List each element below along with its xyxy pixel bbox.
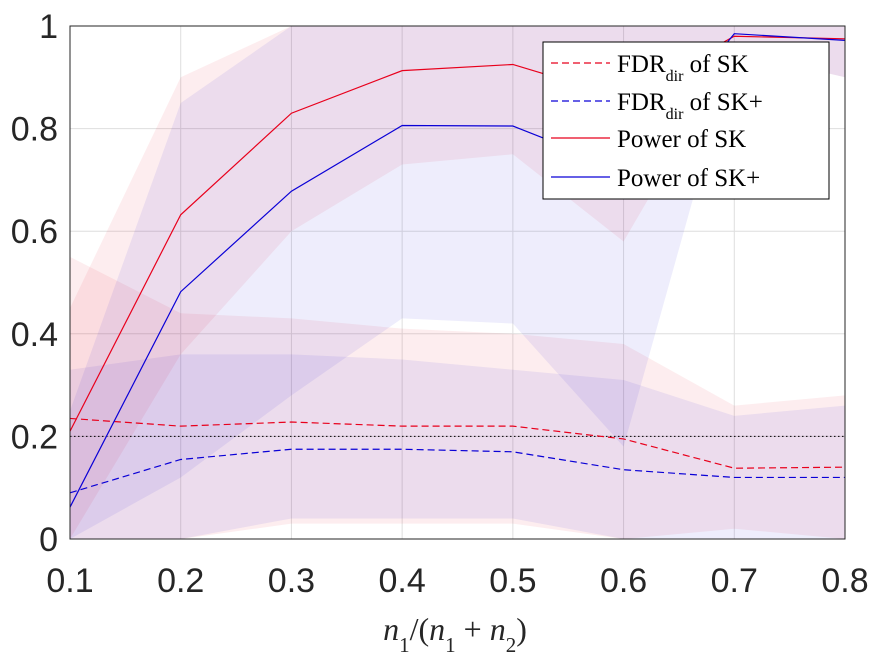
x-tick-label-2: 0.3 [268, 562, 315, 600]
legend-label-2-main: Power of SK [617, 126, 746, 153]
legend-label-0-suffix: of SK [683, 51, 748, 78]
x-tick-label-5: 0.6 [600, 562, 647, 600]
y-tick-label-0: 0 [39, 521, 58, 559]
plot-area-frame [69, 25, 846, 540]
y-tick-label-5: 1 [39, 8, 58, 46]
legend-label-1-main: FDR [617, 89, 666, 116]
legend-label-0: FDRdir of SK [617, 51, 749, 85]
x-tick-label-6: 0.7 [711, 562, 758, 600]
band-series-0 [70, 256, 845, 539]
y-tick-label-2: 0.4 [11, 316, 58, 354]
x-tick-label-4: 0.5 [489, 562, 536, 600]
x-axis-label-part-0: n [383, 611, 399, 647]
y-tick-label-3: 0.6 [11, 213, 58, 251]
legend-label-1: FDRdir of SK+ [617, 89, 763, 123]
legend-label-1-suffix: of SK+ [683, 89, 762, 116]
x-axis-label-part-2: /( [410, 611, 430, 647]
y-tick-label-1: 0.2 [11, 418, 58, 456]
x-tick-label-7: 0.8 [821, 562, 868, 600]
x-axis-label-part-4: 1 [445, 633, 456, 656]
tick-labels: 0.1 0.2 0.3 0.4 0.5 0.6 0.7 0.8 0 0.2 0.4 0.6 0.8 1 [11, 8, 869, 600]
x-tick-label-3: 0.4 [379, 562, 426, 600]
legend-box [542, 41, 830, 200]
y-tick-label-4: 0.8 [11, 111, 58, 149]
x-axis-label: n1/(n1 + n2) [383, 611, 527, 656]
x-tick-label-1: 0.2 [157, 562, 204, 600]
x-axis-label-part-1: 1 [399, 633, 410, 656]
legend-label-1-subscript: dir [666, 106, 684, 123]
x-axis-label-part-7: 2 [506, 633, 517, 656]
legend-label-0-subscript: dir [666, 68, 684, 85]
legend-label-0-main: FDR [617, 51, 666, 78]
legend-label-3: Power of SK+ [617, 165, 760, 192]
series-line-0 [69, 417, 846, 469]
x-tick-label-0: 0.1 [46, 562, 93, 600]
x-axis-label-part-3: n [429, 611, 445, 647]
band-series-1 [70, 354, 845, 539]
legend-label-2: Power of SK [617, 126, 746, 153]
x-axis-label-part-5: + [456, 611, 490, 647]
x-axis-label-part-6: n [490, 611, 506, 647]
series-line-1 [69, 448, 845, 494]
legend-label-3-main: Power of SK+ [617, 165, 760, 192]
x-axis-label-part-8: ) [516, 611, 527, 647]
